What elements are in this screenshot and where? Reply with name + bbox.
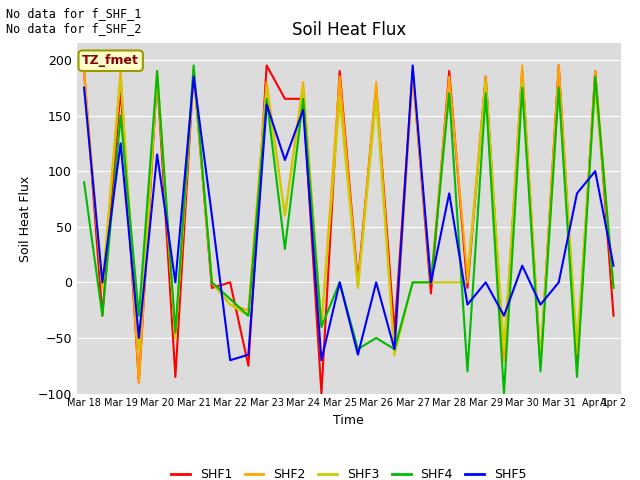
Text: TZ_fmet: TZ_fmet (82, 54, 139, 67)
Y-axis label: Soil Heat Flux: Soil Heat Flux (19, 175, 32, 262)
Legend: SHF1, SHF2, SHF3, SHF4, SHF5: SHF1, SHF2, SHF3, SHF4, SHF5 (166, 463, 532, 480)
Title: Soil Heat Flux: Soil Heat Flux (292, 21, 406, 39)
X-axis label: Time: Time (333, 414, 364, 427)
Text: No data for f_SHF_1
No data for f_SHF_2: No data for f_SHF_1 No data for f_SHF_2 (6, 7, 142, 35)
